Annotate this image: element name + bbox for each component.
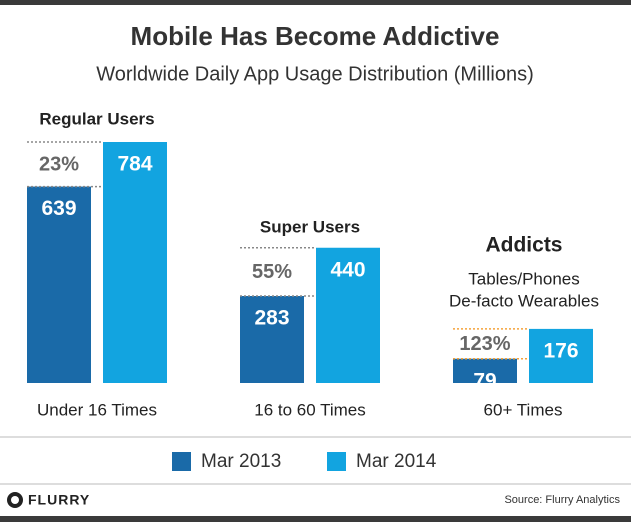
value-label: 79 <box>473 369 496 392</box>
bar <box>103 142 167 383</box>
value-label: 283 <box>254 307 289 330</box>
top-strip <box>0 0 631 5</box>
chart-title: Mobile Has Become Addictive <box>131 21 500 51</box>
bar <box>316 247 380 383</box>
group-label: Regular Users <box>39 109 154 128</box>
bottom-strip <box>0 516 631 522</box>
bar <box>529 328 593 383</box>
bar <box>453 358 517 383</box>
group-label: Addicts <box>485 234 562 257</box>
group-label: Super Users <box>260 217 360 236</box>
bar <box>27 186 91 383</box>
growth-label: 55% <box>252 261 292 283</box>
legend-swatch <box>327 452 346 471</box>
brand: FLURRY <box>28 492 90 508</box>
growth-label: 123% <box>459 333 510 355</box>
legend-label: Mar 2013 <box>201 451 281 472</box>
value-label: 784 <box>117 153 152 176</box>
chart-subtitle: Worldwide Daily App Usage Distribution (… <box>96 63 534 85</box>
bar <box>240 296 304 383</box>
legend-label: Mar 2014 <box>356 451 437 472</box>
group-note: Tables/Phones <box>468 269 580 288</box>
value-label: 176 <box>543 339 578 362</box>
x-tick-label: Under 16 Times <box>37 400 157 419</box>
source: Source: Flurry Analytics <box>504 494 620 506</box>
x-tick-label: 16 to 60 Times <box>254 400 366 419</box>
value-label: 440 <box>330 258 365 281</box>
logo-icon <box>7 492 23 508</box>
group-note: De-facto Wearables <box>449 291 599 310</box>
value-label: 639 <box>41 197 76 220</box>
growth-label: 23% <box>39 154 79 176</box>
legend-swatch <box>172 452 191 471</box>
x-tick-label: 60+ Times <box>484 400 563 419</box>
